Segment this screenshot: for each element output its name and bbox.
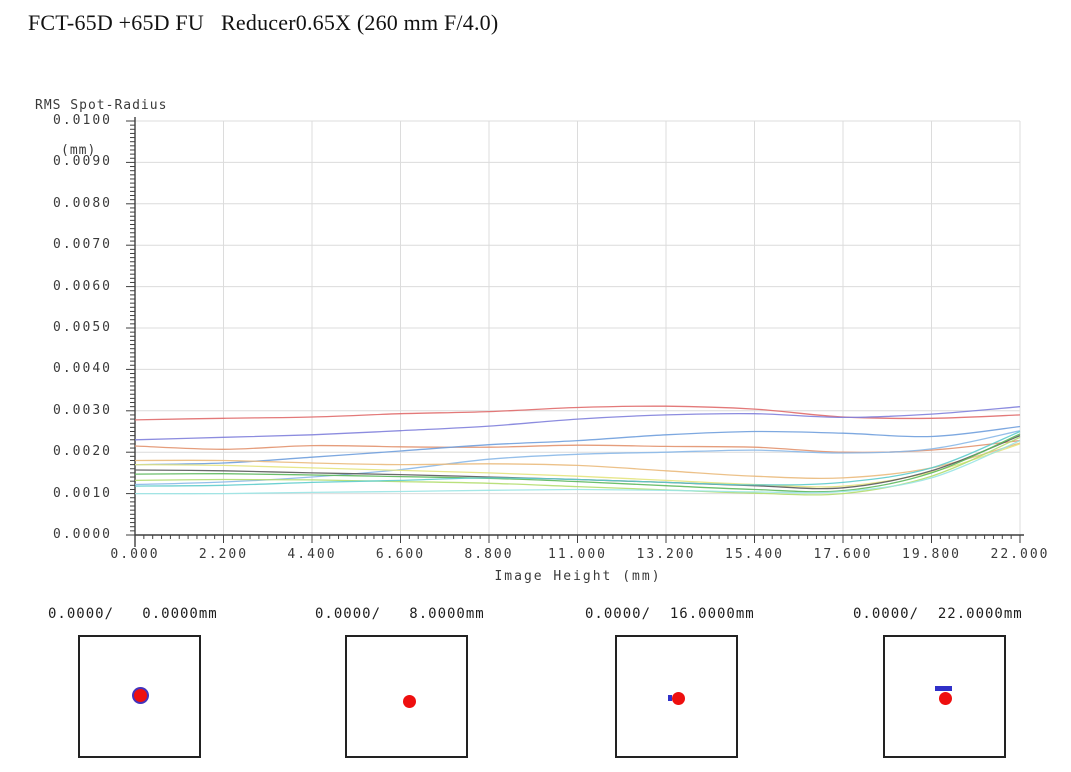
spot-box [615,635,738,758]
y-axis-title-line1: RMS Spot-Radius [35,98,168,113]
spot-panel: 0.0000/ 0.0000mm [48,606,217,758]
series-steel-blue [134,425,1021,466]
y-tick-label: 0.0010 [53,485,112,501]
spot-label: 0.0000/ 8.0000mm [315,606,485,622]
series-teal [134,430,1021,487]
x-tick-label: 15.400 [725,547,784,562]
series-green [134,433,1021,493]
spot-label: 0.0000/ 16.0000mm [585,606,755,622]
spot-blue-notch [668,695,672,701]
y-tick-label: 0.0070 [53,237,112,253]
y-tick-label: 0.0020 [53,444,112,460]
y-tick-label: 0.0040 [53,361,112,377]
series-cornflower [134,430,1021,486]
y-tick-label: 0.0000 [53,527,112,542]
y-tick-label: 0.0080 [53,195,112,211]
spot-dot [402,694,416,708]
y-axis-title-units: (mm) [61,143,97,158]
spot-panel: 0.0000/ 22.0000mm [853,606,1022,758]
spot-label: 0.0000/ 0.0000mm [48,606,218,622]
spot-dot [133,688,147,702]
x-tick-label: 11.000 [548,547,607,562]
spot-box [78,635,201,758]
spot-box [883,635,1006,758]
x-tick-label: 13.200 [636,547,696,562]
spot-blue-bar [935,686,952,691]
x-tick-label: 17.600 [813,547,873,562]
spot-dot [938,691,952,705]
y-tick-label: 0.0050 [53,320,112,335]
series-orange [134,442,1021,479]
y-tick-label: 0.0100 [53,113,112,128]
series-yellow-green [134,436,1021,496]
x-axis-title: Image Height (mm) [494,569,662,584]
series-yellow [134,443,1021,488]
spot-dot [671,691,685,705]
y-tick-label: 0.0060 [53,278,112,294]
x-tick-label: 6.600 [375,547,426,562]
page-title: FCT-65D +65D FU Reducer0.65X (260 mm F/4… [28,10,499,35]
series-pale-cyan [134,440,1021,495]
x-tick-label: 22.000 [990,547,1050,562]
series-red [134,405,1021,421]
spot-panel: 0.0000/ 16.0000mm [585,606,754,758]
series-blue [134,406,1021,441]
x-tick-label: 0.000 [110,547,160,562]
x-tick-label: 19.800 [902,547,961,562]
x-tick-label: 4.400 [287,547,337,562]
x-tick-label: 8.800 [464,547,514,562]
spot-panel: 0.0000/ 8.0000mm [315,606,484,758]
y-axis-title: RMS Spot-Radius (mm) [35,68,167,188]
spot-label: 0.0000/ 22.0000mm [853,606,1023,622]
y-tick-label: 0.0090 [53,154,112,170]
y-tick-label: 0.0030 [53,402,112,418]
x-tick-label: 2.200 [198,547,249,562]
rms-spot-radius-chart [126,117,1024,547]
spot-box [345,635,468,758]
